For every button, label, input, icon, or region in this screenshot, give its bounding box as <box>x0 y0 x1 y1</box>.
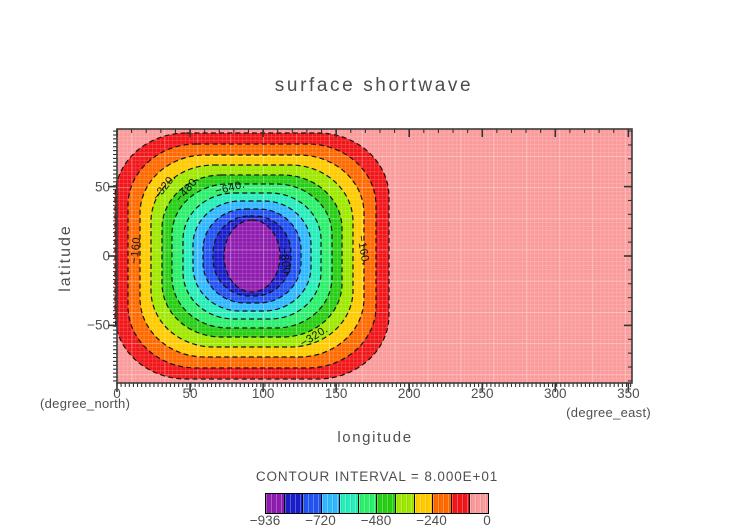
x-tick-label: 250 <box>470 386 494 401</box>
contour-line--720 <box>202 208 302 304</box>
x-axis-label: longitude <box>337 429 413 446</box>
colorbar-segment <box>284 494 303 513</box>
y-tick-label: −50 <box>87 317 110 333</box>
x-tick-label: 100 <box>251 386 275 401</box>
contour-line--640 <box>192 200 312 312</box>
contour-line--880 <box>223 219 281 293</box>
x-tick-label: 50 <box>182 386 198 401</box>
colorbar-segment <box>266 494 284 513</box>
colorbar-segment <box>451 494 470 513</box>
colorbar <box>265 493 489 514</box>
y-tick-label: 0 <box>102 248 110 264</box>
grid-mesh-coarse <box>117 129 632 383</box>
contour-line--400 <box>161 174 343 338</box>
contour-value-label: −160. <box>128 233 143 264</box>
colorbar-tick-label: −240 <box>416 513 447 528</box>
colorbar-tick-label: −720 <box>305 513 336 528</box>
x-tick-label: 150 <box>324 386 348 401</box>
contour-value-label: −800. <box>277 247 292 278</box>
colorbar-tick-label: −936 <box>249 513 281 528</box>
colorbar-segment <box>414 494 433 513</box>
contour-line--320 <box>150 164 354 348</box>
colorbar-segment <box>358 494 377 513</box>
x-tick-label: 300 <box>544 386 567 401</box>
colorbar-segment <box>377 494 396 513</box>
colorbar-segment <box>321 494 340 513</box>
x-tick-label: 350 <box>617 386 640 401</box>
contour-value-label: −160. <box>354 234 371 266</box>
contour-line--160 <box>127 143 377 369</box>
x-tick-label: 200 <box>397 386 421 401</box>
colorbar-segment <box>396 494 414 513</box>
x-axis-unit-label: (degree_east) <box>566 405 651 420</box>
contour-line--240 <box>139 154 365 358</box>
x-tick-label: 0 <box>113 386 121 401</box>
y-tick-label: 50 <box>94 179 110 195</box>
colorbar-segment <box>303 494 321 513</box>
contour-line--480 <box>171 183 333 329</box>
colorbar-tick-label: 0 <box>483 513 491 528</box>
y-axis-label: latitude <box>57 224 74 292</box>
chart-title: surface shortwave <box>274 75 474 96</box>
colorbar-tick-label: −480 <box>360 513 392 528</box>
contour-interval-label: CONTOUR INTERVAL = 8.000E+01 <box>255 469 499 484</box>
colorbar-segment <box>470 494 488 513</box>
colorbar-segment <box>340 494 358 513</box>
contour-line--800 <box>212 215 292 297</box>
contour-line--560 <box>182 192 322 320</box>
y-axis-unit-label: (degree_north) <box>40 396 131 411</box>
colorbar-segment <box>433 494 451 513</box>
